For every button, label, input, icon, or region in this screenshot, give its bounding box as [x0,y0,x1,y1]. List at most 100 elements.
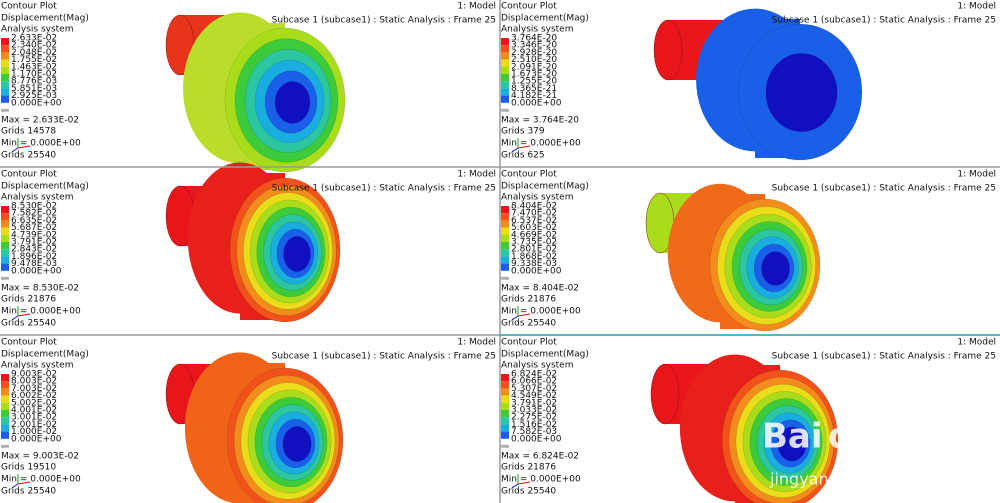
max-value: Max = 3.764E-20 [501,116,579,126]
legend-swatch [501,242,509,250]
max-grids: Grids 14578 [1,127,56,137]
legend-swatch [1,242,9,250]
legend-swatch [501,213,509,221]
legend-swatch [501,227,509,235]
legend-swatch [1,444,9,448]
contour-ring [777,426,807,462]
result-type: Displacement(Mag) [1,350,89,360]
legend-value: 1.673E-20 [511,70,557,80]
legend-swatch [1,95,9,103]
legend-value: 9.478E-03 [11,259,57,269]
viewport: Contour Plot Displacement(Mag)Analysis sy… [1,2,496,173]
legend-value: 2.275E-02 [511,413,557,423]
legend-value: 4.739E-02 [11,230,57,240]
legend-value: 5.687E-02 [11,223,57,233]
legend-value: 3.791E-02 [511,398,557,408]
contour-ring [274,81,311,124]
hub-end [653,19,683,81]
legend-value: 2.510E-20 [511,55,557,65]
legend-swatch [1,38,9,46]
legend-value: 8.404E-02 [511,202,557,212]
legend-swatch [1,417,9,425]
plot-title: Contour Plot [1,338,57,348]
legend-swatch [501,381,509,389]
subcase-label: Subcase 1 (subcase1) : Static Analysis :… [772,184,996,194]
legend-value: 1.868E-02 [511,252,557,262]
legend-swatch [501,444,509,448]
legend-swatch [501,81,509,89]
triad-z [11,483,19,489]
legend-swatch [501,410,509,418]
result-type: Displacement(Mag) [501,14,589,24]
min-value: Min = 0.000E+00 [1,475,81,485]
legend-swatch [501,206,509,214]
min-grids: Grids 25540 [1,319,56,329]
legend-value: 7.582E-03 [511,427,557,437]
model-label: 1: Model [457,338,496,348]
legend-value: 5.851E-03 [11,84,57,94]
legend-swatch [1,227,9,235]
legend-value: 3.033E-02 [511,406,557,416]
max-value: Max = 6.824E-02 [501,452,579,462]
model-label: 1: Model [457,170,496,180]
max-grids: Grids 21876 [501,463,556,473]
legend-swatch [501,45,509,53]
legend-swatch [1,388,9,396]
legend-swatch [1,263,9,271]
min-value: Min = 0.000E+00 [1,307,81,317]
legend-value: 3.346E-20 [511,41,557,51]
max-value: Max = 8.404E-02 [501,284,579,294]
legend-swatch [1,424,9,432]
legend-value: 1.516E-02 [511,420,557,430]
triad-z [511,315,519,321]
legend-value: 2.801E-02 [511,245,557,255]
viewport: Contour Plot Displacement(Mag)Analysis sy… [1,162,496,329]
plot-title: Contour Plot [501,338,557,348]
legend-swatch [1,220,9,228]
system: Analysis system [1,25,73,35]
min-grids: Grids 25540 [1,151,56,161]
legend-swatch [501,388,509,396]
legend-value: 0.000E+00 [511,434,562,444]
result-type: Displacement(Mag) [501,182,589,192]
legend-value: 4.182E-21 [511,91,557,101]
legend-swatch [1,74,9,82]
legend-swatch [1,66,9,74]
legend-value: 2.925E-03 [11,91,57,101]
legend-value: 2.843E-02 [11,245,57,255]
legend-value: 1.255E-20 [511,77,557,87]
legend-value: 1.463E-02 [11,62,57,72]
subcase-label: Subcase 1 (subcase1) : Static Analysis :… [272,184,496,194]
legend-value: 6.635E-02 [11,216,57,226]
legend-value: 2.001E-02 [11,420,57,430]
legend-swatch [501,108,509,112]
legend-value: 4.001E-02 [11,406,57,416]
legend-swatch [501,276,509,280]
min-grids: Grids 25540 [1,487,56,497]
min-grids: Grids 625 [501,151,545,161]
legend-value: 6.002E-02 [11,391,57,401]
system: Analysis system [1,193,73,203]
legend-value: 3.735E-02 [511,238,557,248]
triad-x [17,313,31,317]
legend-swatch [1,381,9,389]
legend-swatch [501,66,509,74]
legend-value: 8.530E-02 [11,202,57,212]
legend-value: 3.791E-02 [11,238,57,248]
legend-value: 6.537E-02 [511,216,557,226]
triad-x [517,481,531,485]
legend-value: 3.764E-20 [511,34,557,44]
legend-value: 4.669E-02 [511,230,557,240]
legend-value: 5.307E-02 [511,384,557,394]
max-grids: Grids 379 [501,127,545,137]
legend-swatch [1,256,9,264]
legend-swatch [501,431,509,439]
legend-value: 6.066E-02 [511,377,557,387]
model-label: 1: Model [957,338,996,348]
legend-value: 0.000E+00 [11,98,62,108]
legend-value: 0.000E+00 [511,266,562,276]
legend-swatch [1,402,9,410]
triad-z [11,147,19,153]
legend-value: 7.582E-02 [11,209,57,219]
legend-swatch [501,59,509,67]
